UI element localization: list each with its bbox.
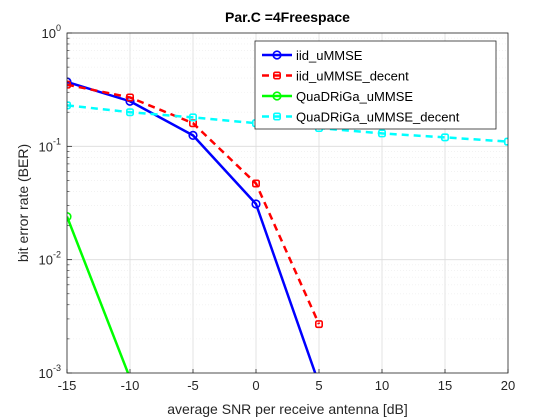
y-tick-exponent: 0 (56, 23, 61, 33)
chart-title: Par.C =4Freespace (225, 9, 350, 25)
x-axis-label: average SNR per receive antenna [dB] (167, 401, 407, 417)
series-2-point (126, 93, 135, 102)
x-tick-label: 5 (315, 378, 322, 393)
series-2-point (67, 80, 71, 89)
y-tick-base: 10 (42, 26, 56, 41)
series-1-point (188, 130, 198, 140)
y-tick-base: 10 (39, 139, 53, 154)
x-tick-label: -15 (58, 378, 77, 393)
x-tick-label: -5 (187, 378, 199, 393)
series-4-point (377, 129, 386, 138)
legend-label-2: iid_uMMSE_decent (296, 69, 409, 84)
series-line-2 (67, 83, 321, 325)
legend-marker-2 (272, 71, 281, 80)
series-line-1 (67, 80, 317, 373)
y-tick-exponent: -3 (53, 363, 61, 373)
series-4-point (189, 113, 198, 122)
legend-label-1: iid_uMMSE (296, 48, 363, 63)
legend-marker-3 (272, 91, 282, 101)
y-axis-label: bit error rate (BER) (15, 144, 31, 262)
legend-label-4: QuaDRiGa_uMMSE_decent (296, 110, 460, 125)
y-tick-base: 10 (39, 253, 53, 268)
x-tick-label: 20 (501, 378, 515, 393)
x-tick-label: 0 (252, 378, 259, 393)
y-tick-label: 10-2 (39, 250, 61, 268)
plot-frame (66, 32, 509, 374)
x-tick-label: 10 (375, 378, 389, 393)
y-tick-label: 100 (42, 23, 61, 41)
y-tick-label: 10-3 (39, 363, 61, 381)
series-line-3 (67, 216, 130, 373)
y-tick-exponent: -2 (53, 250, 61, 260)
series-2-point (314, 320, 323, 329)
legend-marker-1 (272, 50, 282, 60)
y-tick-exponent: -1 (53, 136, 61, 146)
series-1-point (251, 199, 261, 209)
legend-label-3: QuaDRiGa_uMMSE (296, 89, 413, 104)
legend-box (254, 40, 497, 130)
x-tick-label: -10 (121, 378, 140, 393)
x-tick-label: 15 (438, 378, 452, 393)
y-tick-base: 10 (39, 366, 53, 381)
series-4-point (440, 133, 449, 142)
legend-marker-4 (272, 112, 281, 121)
series-4-point (126, 108, 135, 117)
series-2-point (252, 179, 261, 188)
y-tick-label: 10-1 (39, 136, 61, 154)
series-4-point (67, 101, 71, 110)
legend: iid_uMMSE iid_uMMSE_decent QuaDRiGa_uMMSE Q… (254, 40, 497, 130)
